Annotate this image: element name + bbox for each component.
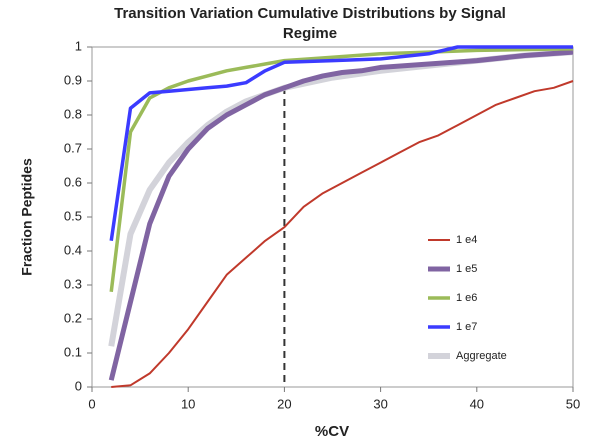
y-tick-label: 0.1 xyxy=(64,344,82,359)
y-tick-label: 0.8 xyxy=(64,106,82,121)
x-tick-label: 40 xyxy=(470,396,484,411)
legend-label: Aggregate xyxy=(456,350,507,362)
y-tick-label: 1 xyxy=(75,38,82,53)
legend-label: 1 e6 xyxy=(456,292,477,304)
x-tick-label: 50 xyxy=(566,396,580,411)
series-line xyxy=(108,49,574,381)
series-line xyxy=(111,80,574,388)
x-tick-label: 30 xyxy=(373,396,387,411)
y-tick-label: 0.7 xyxy=(64,140,82,155)
series-line xyxy=(108,49,574,347)
y-tick-label: 0.4 xyxy=(64,242,82,257)
x-axis-label: %CV xyxy=(315,423,349,440)
legend-label: 1 e4 xyxy=(456,234,477,246)
y-tick-label: 0.2 xyxy=(64,310,82,325)
series-line xyxy=(109,45,573,242)
x-tick-label: 0 xyxy=(88,396,95,411)
y-tick-label: 0.3 xyxy=(64,276,82,291)
y-tick-label: 0 xyxy=(75,378,82,393)
y-tick-label: 0.6 xyxy=(64,174,82,189)
legend-label: 1 e7 xyxy=(456,321,477,333)
series-line xyxy=(109,46,574,293)
y-axis-label: Fraction Peptides xyxy=(19,158,35,276)
plot-frame xyxy=(91,46,574,388)
chart-title: Transition Variation Cumulative Distribu… xyxy=(114,5,506,42)
x-tick-label: 20 xyxy=(277,396,291,411)
legend-label: 1 e5 xyxy=(456,263,477,275)
x-tick-label: 10 xyxy=(181,396,195,411)
y-tick-label: 0.5 xyxy=(64,208,82,223)
y-tick-label: 0.9 xyxy=(64,72,82,87)
